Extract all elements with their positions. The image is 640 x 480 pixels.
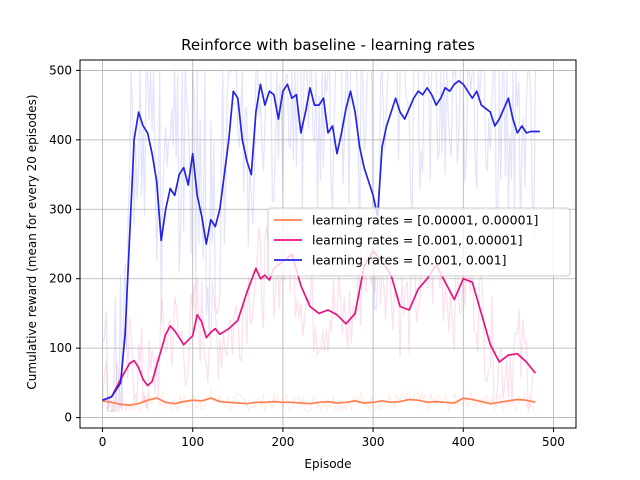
y-tick-label: 200: [49, 272, 72, 286]
y-tick-label: 500: [49, 63, 72, 77]
legend-entry: learning rates = [0.001, 0.001]: [312, 253, 507, 268]
y-tick-label: 300: [49, 202, 72, 216]
x-axis-label: Episode: [304, 457, 351, 471]
y-tick-label: 400: [49, 133, 72, 147]
series-line: [102, 79, 540, 401]
x-tick-label: 400: [452, 435, 475, 449]
series-line: [102, 397, 536, 406]
x-tick-label: 200: [271, 435, 294, 449]
y-axis-label: Cumulative reward (mean for every 20 epi…: [25, 94, 39, 389]
chart-title: Reinforce with baseline - learning rates: [181, 36, 475, 54]
y-tick-label: 100: [49, 341, 72, 355]
axis-ticks: 0 100 200 300 400 500 0 100 200 300 400 500: [49, 63, 565, 449]
x-tick-label: 500: [542, 435, 565, 449]
x-tick-label: 300: [362, 435, 385, 449]
legend-entry: learning rates = [0.001, 0.00001]: [312, 233, 522, 248]
raw-trace: [101, 211, 535, 413]
raw-trace: [102, 389, 535, 414]
legend-entry: learning rates = [0.00001, 0.00001]: [312, 213, 538, 228]
plot-area-frame: [79, 59, 577, 429]
x-tick-label: 100: [181, 435, 204, 449]
legend: learning rates = [0.00001, 0.00001] learn…: [267, 207, 571, 277]
legend-box: [267, 207, 571, 277]
x-tick-label: 0: [99, 435, 107, 449]
y-tick-label: 0: [64, 411, 72, 425]
